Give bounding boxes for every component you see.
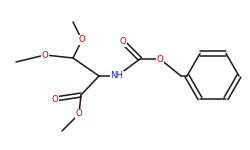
Text: O: O <box>120 38 126 46</box>
Text: O: O <box>156 54 164 63</box>
Text: O: O <box>76 110 82 118</box>
Text: O: O <box>42 51 48 60</box>
Text: O: O <box>52 94 59 103</box>
Text: NH: NH <box>110 72 124 81</box>
Text: O: O <box>78 36 86 45</box>
